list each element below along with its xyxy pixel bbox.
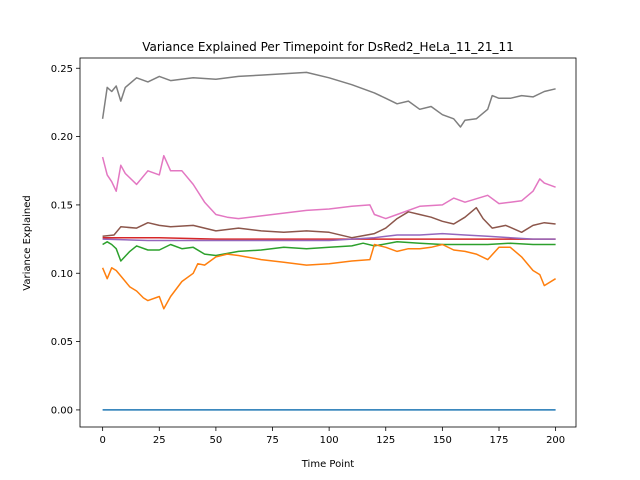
plot-area [80, 58, 576, 427]
x-tick-label: 50 [210, 435, 223, 446]
series-line-6 [101, 243, 556, 310]
series-line-0 [101, 71, 556, 128]
series-line-5 [102, 241, 556, 262]
plot-background [80, 58, 576, 427]
x-tick-label: 200 [546, 435, 565, 446]
y-axis-ticks: 0.00 0.05 0.10 0.15 0.20 0.25 [51, 64, 80, 416]
x-tick-label: 0 [99, 435, 105, 446]
series-layer [101, 71, 556, 411]
axes-frame [79, 57, 577, 428]
x-tick-label: 25 [153, 435, 166, 446]
x-tick-label: 125 [376, 435, 395, 446]
x-tick-label: 100 [320, 435, 339, 446]
y-tick-label: 0.20 [51, 132, 73, 143]
series-line-2 [102, 206, 556, 239]
x-tick-label: 175 [489, 435, 508, 446]
y-tick-label: 0.25 [51, 64, 73, 75]
y-tick-label: 0.05 [51, 337, 73, 348]
chart-title: Variance Explained Per Timepoint for DsR… [142, 40, 514, 54]
y-axis-label: Variance Explained [22, 195, 33, 290]
x-axis-label: Time Point [301, 459, 355, 470]
x-tick-label: 150 [433, 435, 452, 446]
y-tick-label: 0.00 [51, 405, 73, 416]
y-tick-label: 0.15 [51, 200, 73, 211]
series-line-1 [101, 154, 556, 220]
axes-layer [79, 57, 577, 428]
series-line-3 [102, 236, 556, 240]
y-tick-label: 0.10 [51, 269, 73, 280]
x-tick-label: 75 [266, 435, 279, 446]
series-line-4 [102, 232, 556, 242]
x-axis-ticks: 0 25 50 75 100 125 150 175 200 [99, 427, 565, 446]
